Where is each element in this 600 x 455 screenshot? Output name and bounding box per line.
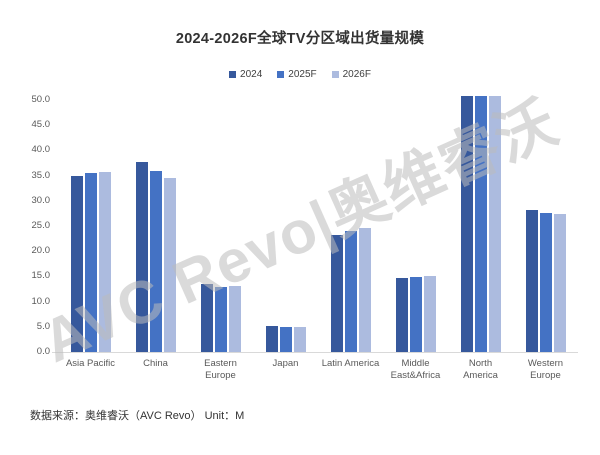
bar-group-middle-east-africa xyxy=(395,276,436,352)
bar-2025F xyxy=(344,231,357,352)
y-tick-label: 10.0 xyxy=(31,295,51,307)
x-axis-category-label: Latin America xyxy=(321,358,380,369)
legend: 2024 2025F 2026F xyxy=(0,69,600,80)
bar-group-china xyxy=(135,162,176,352)
bar-2025F xyxy=(214,286,227,352)
x-axis-category-label: Western Europe xyxy=(527,358,564,382)
y-tick-label: 15.0 xyxy=(31,270,51,282)
y-tick-label: 45.0 xyxy=(31,119,51,131)
footer-source: 数据来源：奥维睿沃（AVC Revo） Unit：M xyxy=(30,410,245,422)
legend-label: 2024 xyxy=(240,69,263,80)
bar-2025F xyxy=(539,212,552,352)
legend-item-2024: 2024 xyxy=(229,69,262,80)
bar-2024 xyxy=(525,210,538,352)
y-tick-label: 20.0 xyxy=(31,245,51,257)
x-label-slot: Latin America xyxy=(318,358,383,370)
chart-title: 2024-2026F全球TV分区域出货量规模 xyxy=(175,31,425,47)
bar-2026F xyxy=(358,227,371,352)
legend-label: 2025F xyxy=(288,69,317,80)
bar-group-asia-pacific xyxy=(70,171,111,352)
y-tick-label: 50.0 xyxy=(31,94,51,105)
x-axis-category-label: Japan xyxy=(272,358,299,369)
bar-2026F xyxy=(98,171,111,352)
x-axis-line xyxy=(52,352,578,353)
bar-2024 xyxy=(70,176,83,352)
x-axis-category-label: Asia Pacific xyxy=(65,358,116,369)
bar-2024 xyxy=(265,325,278,352)
x-label-slot: Eastern Europe xyxy=(188,358,253,383)
chart-plot xyxy=(58,95,578,352)
bar-2024 xyxy=(460,96,473,352)
y-tick-label: 40.0 xyxy=(31,144,51,156)
legend-marker-icon xyxy=(229,71,237,78)
y-tick-label: 0.0 xyxy=(36,346,50,357)
x-axis-category-label: Middle East&Africa xyxy=(390,358,441,382)
bar-2026F xyxy=(488,95,501,352)
bar-2025F xyxy=(279,326,292,352)
bar-2026F xyxy=(553,214,566,352)
x-axis-category-label: North America xyxy=(463,358,498,382)
x-label-slot: Asia Pacific xyxy=(58,358,123,370)
bar-2025F xyxy=(84,172,97,352)
legend-marker-icon xyxy=(331,71,339,78)
bar-group-latin-america xyxy=(330,227,371,352)
y-tick-label: 30.0 xyxy=(31,194,51,206)
x-label-slot: China xyxy=(123,358,188,370)
x-label-slot: North America xyxy=(448,358,513,383)
bar-group-eastern-europe xyxy=(200,284,241,352)
y-tick-label: 5.0 xyxy=(36,320,50,332)
x-label-slot: Middle East&Africa xyxy=(383,358,448,383)
bar-2025F xyxy=(149,170,162,352)
bar-group-japan xyxy=(265,325,306,352)
bar-2026F xyxy=(228,285,241,352)
y-tick-label: 25.0 xyxy=(31,220,51,231)
x-label-slot: Western Europe xyxy=(513,358,578,383)
x-axis-category-label: China xyxy=(143,358,168,369)
bar-group-western-europe xyxy=(525,210,566,352)
bar-2024 xyxy=(200,284,213,352)
x-axis-labels: Asia Pacific China Eastern Europe Japan Lati… xyxy=(58,358,578,383)
bar-2024 xyxy=(395,278,408,352)
bar-2025F xyxy=(474,96,487,352)
bar-2025F xyxy=(409,277,422,352)
y-axis: 0.0 5.0 10.0 15.0 20.0 25.0 30.0 35.0 40.0 45.0 50… xyxy=(0,0,52,455)
bar-2026F xyxy=(423,276,436,352)
y-tick-label: 35.0 xyxy=(31,169,51,181)
bar-2026F xyxy=(163,177,176,352)
legend-marker-icon xyxy=(277,71,285,78)
legend-label: 2026F xyxy=(342,69,371,80)
bar-2024 xyxy=(330,234,343,352)
bar-2026F xyxy=(293,326,306,352)
x-axis-category-label: Eastern Europe xyxy=(204,358,237,382)
legend-item-2026F: 2026F xyxy=(331,69,371,80)
bar-2024 xyxy=(135,162,148,352)
x-label-slot: Japan xyxy=(253,358,318,370)
bar-group-north-america xyxy=(460,95,501,352)
legend-item-2025F: 2025F xyxy=(277,69,317,80)
